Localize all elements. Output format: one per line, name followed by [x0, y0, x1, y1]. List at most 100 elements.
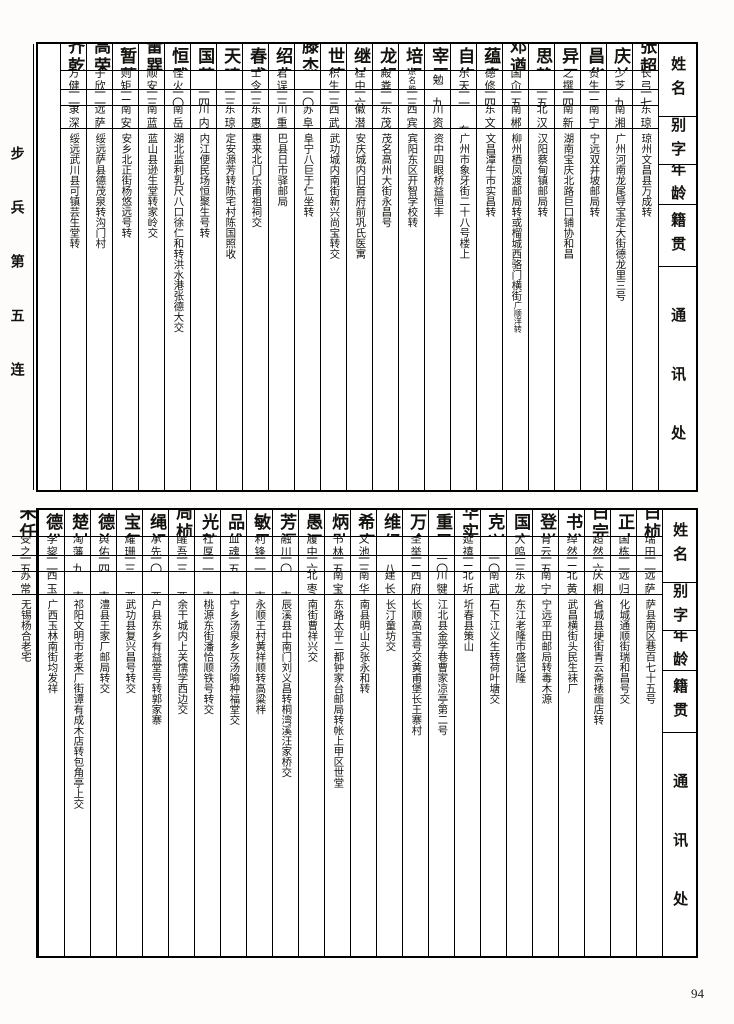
cell-address: 广州市象牙街二十八号楼上: [451, 128, 476, 490]
cell-age: 二〇: [143, 554, 168, 571]
roster-column[interactable]: 高荣子欣二一绥远萨县绥远萨县德茂泉转沟门村: [86, 44, 112, 490]
cell-age: 二三: [139, 88, 164, 105]
cell-address: 江北县金学巷曹家凉亭第二号: [429, 594, 454, 956]
roster-column[interactable]: 张培贤原名能二三广西宾阳宾阳东区开智学校转: [398, 44, 424, 490]
roster-column[interactable]: 陈异三之撰二四湖南新化湖南宝庆北路巨口铺协和昌: [554, 44, 580, 490]
roster-column[interactable]: 林春甫士令二三广东惠来惠来北门乐甫祖祠交: [242, 44, 268, 490]
roster-column[interactable]: 李正才国栋二一绥远归绥化城通顺街瑞和昌号交: [610, 510, 636, 956]
cell-address: 省城县埂街青云斋裱画店转: [585, 594, 610, 956]
roster-column[interactable]: 张超长弓二七广东琼州琼州文昌县万成转: [632, 44, 658, 490]
roster-column[interactable]: 张万全圣举二二陕西府谷长顺高宝号交黄甫堡长王寨村: [402, 510, 428, 956]
cell-name: 雷巽: [142, 44, 163, 71]
unit-label-text: 步 兵 第 五 连: [8, 146, 25, 388]
roster-column[interactable]: 华实延禧二二湖北圻春圻春县策山: [454, 510, 480, 956]
roster-column[interactable]: 艾国英二四四川内江内江便民场恒聚生号转: [190, 44, 216, 490]
cell-origin: 湖北汉阳: [529, 104, 554, 128]
roster-column[interactable]: 张愚汉履中二六湖北枣阳南街曹祥兴交: [298, 510, 324, 956]
roster-column[interactable]: 钟国宝大鸣三三广东龙川东江老隆市盛记隆: [506, 510, 532, 956]
cell-address: 长汀童坊交: [377, 594, 402, 956]
cell-name: 张绍典: [269, 44, 294, 70]
roster-column[interactable]: 陈天啸二三广东琼州定安源芳转陈宅村陈国照收: [216, 44, 242, 490]
roster-column[interactable]: 张绍典君误二三四川重庆巴县日市驿邮局: [268, 44, 294, 490]
cell-alias: 融川: [273, 536, 298, 555]
cell-address: 阜宁八巨于仁坐转: [295, 128, 320, 490]
column-header: 姓名 别字 年龄 籍贯通 讯 处: [658, 44, 696, 490]
header-cell-address: 通 讯 处: [663, 732, 696, 956]
roster-column[interactable]: 李昌华赞生二二湖南宁远宁远双井坡邮局转: [580, 44, 606, 490]
address-text: 巴县日市驿邮局: [276, 133, 289, 207]
cell-age: 二三: [117, 554, 142, 571]
address-text: 武功县复兴昌号转交: [124, 599, 137, 694]
address-text: 萨县南区巷百七十五号: [644, 599, 657, 705]
cell-age: 二一: [87, 88, 112, 105]
cell-address: 汉阳蔡甸镇邮局转: [529, 128, 554, 490]
cell-address: 武功城内南街新兴尚宝转交: [321, 128, 346, 490]
cell-name: 白完: [588, 510, 609, 537]
roster-column[interactable]: 王登梯青云二五湖南宁远宁远平田邮局转毒木源: [532, 510, 558, 956]
cell-name: 陈天啸: [217, 44, 242, 70]
roster-column[interactable]: 齐乾方健二一直隶深县绥远武川县可镇芸生堂转: [60, 44, 86, 490]
roster-column[interactable]: 周桢 醒吾 二三江 西余干城内上关懦学西边交: [168, 510, 194, 956]
roster-column[interactable]: 滕杰二〇江苏阜宁阜宁八巨于仁坐转: [294, 44, 320, 490]
address-text: 阜宁八巨于仁坐转: [302, 133, 315, 218]
roster-column[interactable]: 陈德份李鋆二一广西玉林广西玉林南街均发祥: [38, 510, 64, 956]
cell-origin: 湖 南: [221, 570, 246, 594]
roster-column[interactable]: 冯希廉文池二三湖南华容南县明山头张永和转: [350, 510, 376, 956]
roster-column[interactable]: 丁龙起殿粪二一广东茂名茂名高州大街永昌号: [372, 44, 398, 490]
roster-column[interactable]: 唐重民三〇四川犍为江北县金学巷曹家凉亭第二号: [428, 510, 454, 956]
cell-name: 朱任: [15, 510, 36, 537]
roster-column[interactable]: 刘克兴二〇湖南武冈石下江义生转荷叶塘交: [480, 510, 506, 956]
cell-name: 白桢: [640, 510, 661, 537]
header-cell-origin: 籍贯: [663, 670, 696, 732]
roster-column[interactable]: 冯恒武怪火二〇湖南岳阳湖北监利乳尺八口徐仁和转洪水港张德大交: [164, 44, 190, 490]
cell-name: 艾国英: [191, 44, 216, 70]
roster-column[interactable]: 张宰臣勉一九四川资中资中四眼桥益恒丰: [424, 44, 450, 490]
roster-column[interactable]: 舒庆兰少芝一九湖南湘乡广州河南龙尾导宝定大街德龙里三号: [606, 44, 632, 490]
cell-name: 高荣: [90, 44, 111, 71]
address-text: 东江老隆市盛记隆: [514, 599, 527, 684]
roster-column[interactable]: 白完超然二六安庆桐城省城县埂街青云斋裱画店转: [584, 510, 610, 956]
cell-alias: [295, 70, 320, 89]
cell-age: 二三: [243, 88, 268, 105]
cell-origin: 广西宾阳: [399, 104, 424, 128]
roster-column[interactable]: 童维经一八福建长汀长汀童坊交: [376, 510, 402, 956]
address-text: 南街曹祥兴交: [306, 599, 319, 663]
roster-column[interactable]: 王思静二五湖北汉阳汉阳蔡甸镇邮局转: [528, 44, 554, 490]
roster-column[interactable]: 杨世德积生二三陕西武功武功城内南街新兴尚宝转交: [320, 44, 346, 490]
roster-column[interactable]: 徐继达桂中二六安徽潜山安庆城内旧首府前巩氏医寓: [346, 44, 372, 490]
cell-address: 化城通顺街瑞和昌号交: [611, 594, 636, 956]
cell-alias: [377, 536, 402, 555]
cell-name: 李正才: [611, 510, 636, 536]
address-text: 圻春县策山: [462, 599, 475, 652]
roster-column[interactable]: 邓遒国屳二五湖南郴州柳州栖凤渡邮局转或榴城西骆门横街广顺洋转: [502, 44, 528, 490]
roster-column[interactable]: 申炳勋书林二五湖南宝庆东路太平二都钟家台邮局转帐上甲区世堂: [324, 510, 350, 956]
address-text: 广州市象牙街二十八号楼上: [458, 133, 471, 260]
header-cell-alias: 别字: [659, 116, 696, 164]
roster-column[interactable]: 李书裕绰然二二湖北黄陂武昌横街头民生袜厂: [558, 510, 584, 956]
cell-name: 华实: [458, 510, 479, 537]
cell-name: 张万全: [403, 510, 428, 536]
cell-age: 二三: [217, 88, 242, 105]
cell-origin: 绥远归绥: [611, 570, 636, 594]
address-text: 宁远平田邮局转毒木源: [540, 599, 553, 705]
cell-address: 无锡杨合老宅: [12, 594, 38, 956]
cell-origin: 江苏常熟: [12, 570, 38, 594]
address-text: 定安源芳转陈宅村陈国照收: [224, 133, 237, 260]
roster-column[interactable]: 林蕴泉德修二四广东文昌文昌潭牛市实昌转: [476, 44, 502, 490]
roster-column[interactable]: 白桢瑞田二一绥远萨县萨县南区巷百七十五号: [636, 510, 662, 956]
roster-column[interactable]: 张暂薯则矩二二湖南安乡安乡北正街杨悠远号转: [112, 44, 138, 490]
cell-age: 二二: [581, 88, 606, 105]
roster-column[interactable]: 雷巽顺安二三湖南蓝山蓝山县逊生堂转家岭交: [138, 44, 164, 490]
cell-name: 李书裕: [559, 510, 584, 536]
roster-column[interactable]: 朱任受之二五江苏常熟无锡杨合老宅: [12, 510, 38, 956]
address-text: 化城通顺街瑞和昌号交: [618, 599, 631, 705]
